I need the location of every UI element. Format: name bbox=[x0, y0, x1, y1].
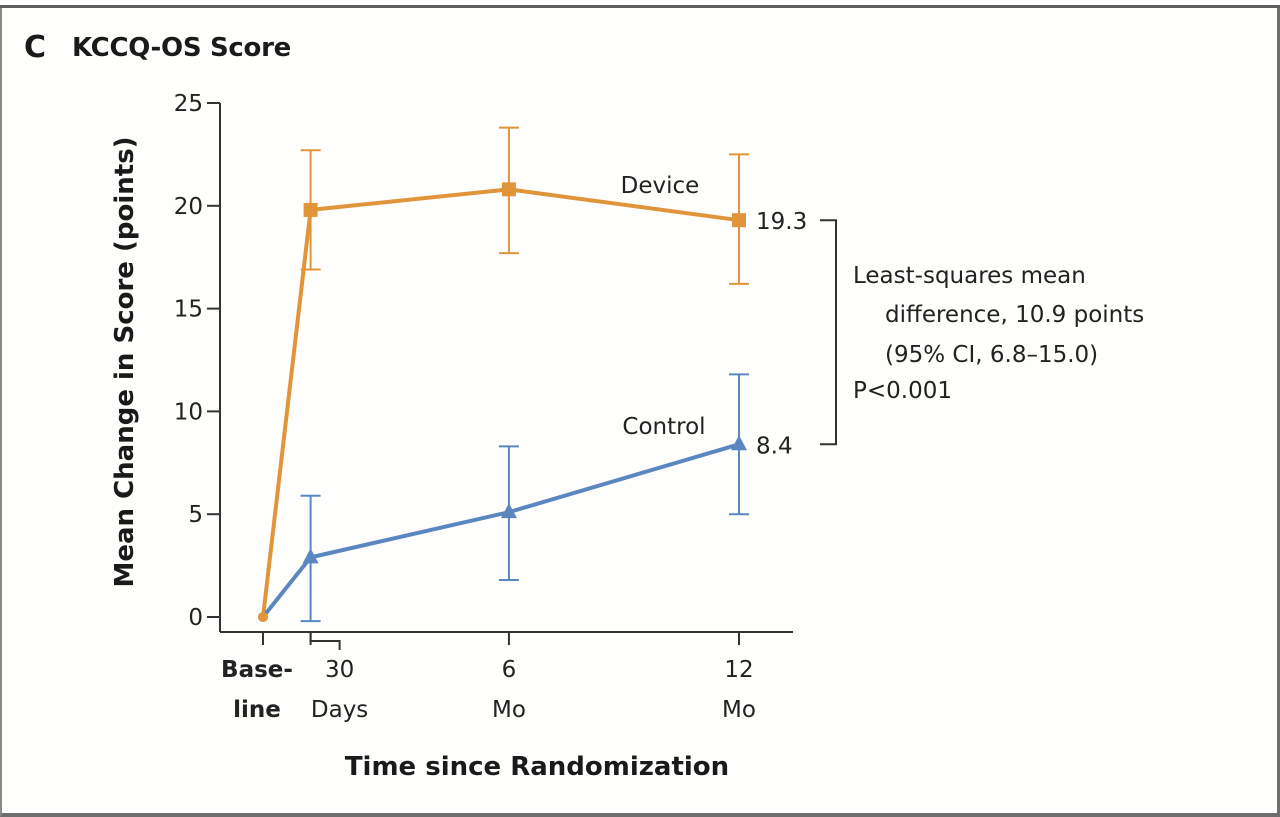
series-label-device: Device bbox=[621, 173, 700, 199]
annotation-line: P<0.001 bbox=[853, 378, 952, 404]
data-point bbox=[500, 503, 517, 519]
series-layer bbox=[258, 126, 749, 623]
difference-bracket bbox=[820, 219, 837, 446]
annotation-line: Least-squares mean bbox=[853, 263, 1086, 289]
annotation-line: difference, 10.9 points bbox=[885, 302, 1144, 328]
x-tick-label: 30 bbox=[325, 657, 354, 683]
x-axis-title: Time since Randomization bbox=[345, 752, 729, 782]
top-border bbox=[0, 0, 1280, 8]
axes: 0 5 10 15 20 25 Base-line 30 Days 6 Mo 12 Mo bbox=[174, 91, 793, 723]
y-axis-title: Mean Change in Score (points) bbox=[110, 136, 140, 587]
y-tick-label: 25 bbox=[174, 91, 203, 117]
y-tick-label: 10 bbox=[174, 399, 203, 425]
data-point bbox=[501, 182, 516, 197]
x-tick-label: Mo bbox=[492, 697, 526, 723]
data-point bbox=[732, 213, 746, 228]
end-value-label: 19.3 bbox=[756, 209, 807, 235]
end-value-label: 8.4 bbox=[756, 433, 793, 459]
panel-title: KCCQ-OS Score bbox=[72, 33, 291, 63]
x-tick-label: 12 bbox=[724, 657, 753, 683]
x-tick-label: Base- bbox=[221, 657, 293, 683]
baseline-marker bbox=[258, 612, 268, 622]
annotation-line: (95% CI, 6.8–15.0) bbox=[885, 342, 1098, 368]
x-tick-bracket bbox=[309, 632, 341, 650]
data-point bbox=[731, 435, 747, 451]
x-tick-label: line bbox=[233, 697, 281, 723]
series-line bbox=[261, 187, 740, 618]
y-tick-label: 5 bbox=[188, 502, 203, 528]
labels-layer: Device 19.3 Control 8.4 Least-squares mean di… bbox=[621, 173, 1145, 459]
y-tick-label: 0 bbox=[188, 605, 203, 631]
data-point bbox=[302, 548, 319, 564]
x-tick-label: 6 bbox=[502, 657, 517, 683]
x-tick-label: Mo bbox=[722, 697, 756, 723]
series-line bbox=[261, 442, 740, 619]
y-tick-label: 15 bbox=[174, 297, 203, 323]
panel-letter: C bbox=[24, 30, 47, 65]
x-tick-label: Days bbox=[311, 697, 368, 723]
series-label-control: Control bbox=[622, 414, 705, 440]
series-control bbox=[258, 373, 749, 623]
y-tick-label: 20 bbox=[174, 194, 203, 220]
data-point bbox=[303, 202, 318, 217]
series-device bbox=[258, 126, 749, 622]
